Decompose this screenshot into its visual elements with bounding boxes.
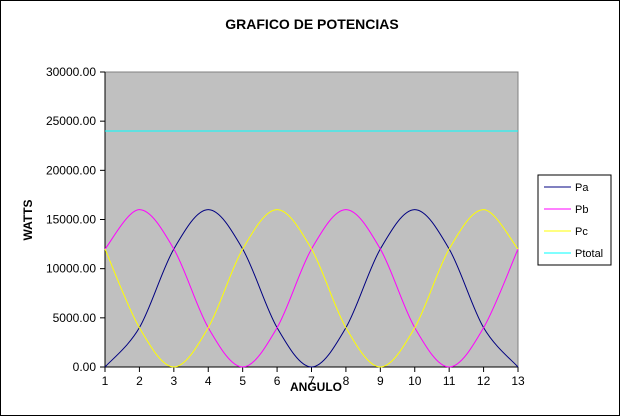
legend-items: Pa Pb Pc Ptotal — [544, 182, 603, 260]
y-tick-label: 15000.00 — [46, 213, 96, 227]
x-axis-title: ANGULO — [290, 380, 342, 394]
legend-label-pc: Pc — [575, 226, 588, 238]
y-tick-label: 30000.00 — [46, 65, 96, 79]
series-line-pc — [104, 209, 519, 368]
y-axis-ticks: 0.00 5000.00 10000.00 15000.00 20000.00 25000… — [46, 65, 105, 374]
y-tick-label: 0.00 — [73, 360, 97, 374]
x-axis-ticks: 1 2 3 4 5 6 7 8 9 10 11 12 13 — [102, 367, 525, 388]
y-axis-title: WATTS — [21, 199, 35, 240]
x-tick-label: 7 — [308, 374, 315, 388]
legend-label-pa: Pa — [575, 182, 589, 194]
x-tick-label: 13 — [511, 374, 525, 388]
series-lines — [104, 130, 519, 368]
x-tick-label: 5 — [239, 374, 246, 388]
x-tick-label: 8 — [343, 374, 350, 388]
x-tick-label: 6 — [274, 374, 281, 388]
y-tick-label: 25000.00 — [46, 114, 96, 128]
plot-area — [104, 71, 519, 368]
legend-box — [537, 174, 612, 266]
y-tick-label: 5000.00 — [53, 311, 97, 325]
chart-title: GRAFICO DE POTENCIAS — [225, 16, 398, 32]
x-tick-label: 9 — [377, 374, 384, 388]
x-tick-label: 2 — [136, 374, 143, 388]
x-tick-label: 4 — [205, 374, 212, 388]
x-tick-label: 10 — [408, 374, 422, 388]
x-tick-label: 1 — [102, 374, 109, 388]
legend: Pa Pb Pc Ptotal — [537, 174, 612, 266]
legend-label-ptotal: Ptotal — [575, 248, 603, 260]
x-tick-label: 12 — [477, 374, 491, 388]
x-tick-label: 3 — [170, 374, 177, 388]
y-tick-label: 20000.00 — [46, 163, 96, 177]
y-tick-label: 10000.00 — [46, 262, 96, 276]
legend-label-pb: Pb — [575, 204, 588, 216]
x-tick-label: 11 — [443, 374, 456, 388]
